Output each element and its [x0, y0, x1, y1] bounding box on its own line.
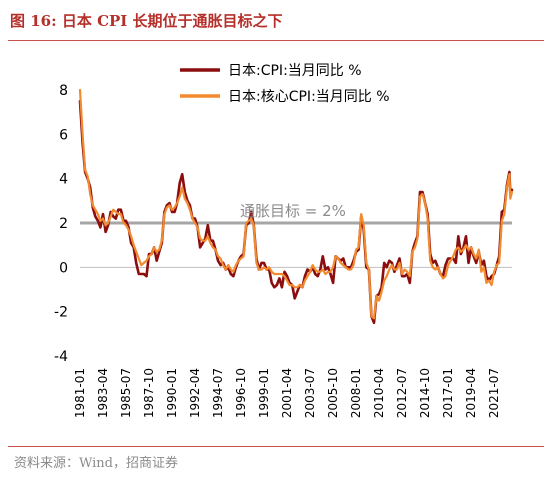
- x-tick-label: 2008-01: [349, 368, 363, 418]
- x-tick-label: 1992-04: [188, 368, 202, 418]
- legend-label: 日本:核心CPI:当月同比 %: [228, 89, 390, 105]
- source-note: 资料来源：Wind，招商证券: [14, 456, 178, 471]
- x-axis-ticks: 1981-01 1983-04 1985-07 1987-10 1990-01 1992-…: [73, 368, 501, 418]
- legend-label: 日本:CPI:当月同比 %: [228, 63, 362, 79]
- x-tick-label: 2010-04: [372, 368, 386, 418]
- x-tick-label: 1996-10: [234, 368, 248, 418]
- x-tick-label: 2014-10: [418, 368, 432, 418]
- y-tick-label: 2: [59, 216, 68, 232]
- x-tick-label: 2003-07: [303, 368, 317, 418]
- y-tick-label: 4: [59, 172, 68, 188]
- y-tick-label: 0: [59, 260, 68, 276]
- x-tick-label: 2012-07: [395, 368, 409, 418]
- x-tick-label: 1987-10: [142, 368, 156, 418]
- target-line-label: 通胀目标 = 2%: [240, 202, 346, 220]
- x-tick-label: 2021-07: [487, 368, 501, 418]
- y-tick-label: 6: [59, 127, 68, 143]
- y-tick-label: -4: [54, 349, 68, 365]
- series-line-core-cpi: [78, 88, 514, 320]
- y-tick-label: -2: [54, 305, 68, 321]
- x-tick-label: 1999-01: [257, 368, 271, 418]
- source-divider: [8, 446, 544, 447]
- x-tick-label: 2019-04: [464, 368, 478, 418]
- x-tick-label: 1990-01: [165, 368, 179, 418]
- y-tick-label: 8: [59, 83, 68, 99]
- x-tick-label: 2001-04: [280, 368, 294, 418]
- figure-title: 图 16: 日本 CPI 长期位于通胀目标之下: [10, 12, 283, 30]
- x-tick-label: 1981-01: [73, 368, 87, 418]
- x-tick-label: 2005-10: [326, 368, 340, 418]
- series-lines: [78, 88, 514, 325]
- x-tick-label: 1994-07: [211, 368, 225, 418]
- legend: 日本:CPI:当月同比 % 日本:核心CPI:当月同比 %: [180, 63, 390, 105]
- x-tick-label: 1985-07: [119, 368, 133, 418]
- title-divider: [8, 40, 544, 41]
- x-tick-label: 2017-01: [441, 368, 455, 418]
- x-tick-label: 1983-04: [96, 368, 110, 418]
- y-axis-ticks: -4 -2 0 2 4 6 8: [54, 83, 68, 365]
